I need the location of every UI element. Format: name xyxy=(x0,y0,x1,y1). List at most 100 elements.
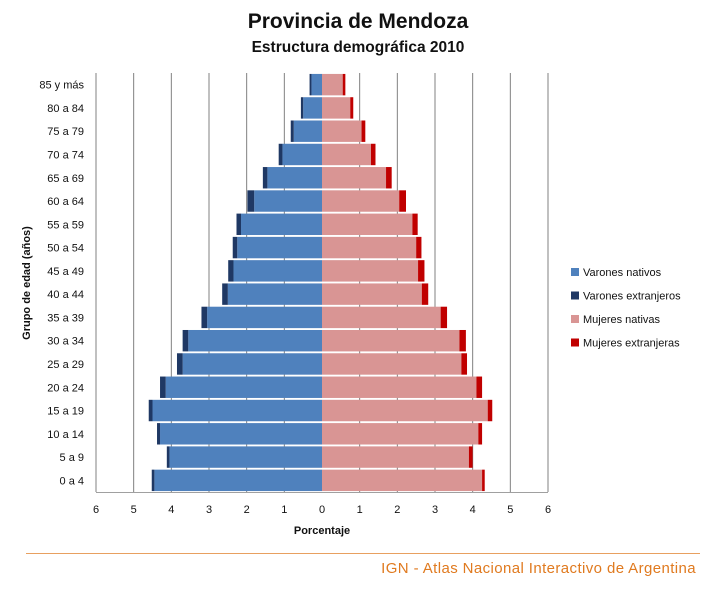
bar-female-native-16 xyxy=(322,97,351,119)
bar-female-native-14 xyxy=(322,143,371,166)
x-tick-label-7: 1 xyxy=(357,504,363,516)
bar-male-native-9 xyxy=(233,260,322,282)
gridlines xyxy=(95,73,549,493)
x-tick-label-11: 5 xyxy=(507,504,513,516)
y-tick-label-7: 35 a 39 xyxy=(47,312,84,324)
bar-male-native-17 xyxy=(311,73,322,96)
y-tick-label-2: 10 a 14 xyxy=(47,429,84,441)
bar-female-native-7 xyxy=(322,306,441,329)
bar-female-native-17 xyxy=(322,73,343,96)
bar-female-foreign-8 xyxy=(421,283,429,305)
legend-label-1: Varones extranjeros xyxy=(583,291,681,303)
bar-male-foreign-1 xyxy=(166,446,170,468)
bar-male-foreign-4 xyxy=(160,376,166,398)
bar-male-native-5 xyxy=(182,353,322,375)
bar-male-native-2 xyxy=(160,423,322,445)
chart-title: Provincia de Mendoza xyxy=(247,10,469,33)
bar-female-native-15 xyxy=(322,120,362,142)
bar-female-foreign-10 xyxy=(416,236,422,259)
bar-female-native-1 xyxy=(322,446,469,468)
bar-male-native-10 xyxy=(237,236,322,259)
bar-male-foreign-0 xyxy=(151,469,155,492)
bar-female-native-2 xyxy=(322,423,479,445)
y-tick-label-17: 85 y más xyxy=(39,80,84,92)
bar-male-native-11 xyxy=(241,213,322,236)
y-tick-label-16: 80 a 84 xyxy=(47,103,84,115)
x-tick-label-5: 1 xyxy=(281,504,287,516)
bar-female-foreign-3 xyxy=(487,399,493,422)
bar-male-native-3 xyxy=(152,399,322,422)
bar-male-native-4 xyxy=(165,376,322,398)
bar-female-foreign-0 xyxy=(482,469,485,492)
bar-female-foreign-5 xyxy=(461,353,468,375)
x-tick-label-3: 3 xyxy=(206,504,212,516)
bar-female-foreign-4 xyxy=(476,376,483,398)
x-tick-label-2: 4 xyxy=(168,504,174,516)
bar-male-native-1 xyxy=(169,446,322,468)
bar-female-foreign-7 xyxy=(440,306,448,329)
y-tick-label-6: 30 a 34 xyxy=(47,336,84,348)
x-tick-label-4: 2 xyxy=(244,504,250,516)
bar-female-native-5 xyxy=(322,353,462,375)
bar-female-native-10 xyxy=(322,236,417,259)
bar-female-foreign-14 xyxy=(370,143,376,166)
x-tick-label-8: 2 xyxy=(394,504,400,516)
legend: Varones nativos Varones extranjeros Mujere… xyxy=(571,267,681,350)
bar-male-foreign-2 xyxy=(157,423,161,445)
bar-female-native-8 xyxy=(322,283,422,305)
bar-female-native-0 xyxy=(322,469,483,492)
bar-male-foreign-11 xyxy=(236,213,242,236)
bar-male-native-7 xyxy=(207,306,322,329)
bar-female-native-4 xyxy=(322,376,477,398)
footer-divider xyxy=(26,553,700,554)
x-tick-label-12: 6 xyxy=(545,504,551,516)
chart-subtitle: Estructura demográfica 2010 xyxy=(251,39,465,56)
bar-male-native-16 xyxy=(303,97,322,119)
legend-swatch-2 xyxy=(571,315,579,323)
x-tick-labels: 6 5 4 3 2 1 0 1 2 3 4 5 6 xyxy=(93,504,551,516)
bar-female-foreign-17 xyxy=(342,73,346,96)
bar-male-native-15 xyxy=(293,120,322,142)
footer-credit: IGN - Atlas Nacional Interactivo de Arge… xyxy=(381,560,696,577)
bar-male-foreign-14 xyxy=(278,143,283,166)
bar-male-foreign-3 xyxy=(148,399,153,422)
bar-male-native-0 xyxy=(154,469,322,492)
x-axis-label: Porcentaje xyxy=(294,525,350,537)
bar-female-foreign-9 xyxy=(418,260,425,282)
y-tick-label-11: 55 a 59 xyxy=(47,219,84,231)
y-tick-label-12: 60 a 64 xyxy=(47,196,84,208)
bar-male-foreign-5 xyxy=(176,353,183,375)
bar-female-foreign-11 xyxy=(412,213,418,236)
y-tick-label-1: 5 a 9 xyxy=(60,452,84,464)
y-tick-label-4: 20 a 24 xyxy=(47,382,84,394)
bar-female-foreign-16 xyxy=(350,97,354,119)
y-axis-label: Grupo de edad (años) xyxy=(21,226,33,340)
bar-male-foreign-13 xyxy=(262,167,268,189)
y-tick-label-15: 75 a 79 xyxy=(47,126,84,138)
legend-label-2: Mujeres nativas xyxy=(583,314,661,326)
x-tick-label-6: 0 xyxy=(319,504,325,516)
bar-male-native-14 xyxy=(282,143,322,166)
y-tick-label-8: 40 a 44 xyxy=(47,289,84,301)
x-tick-label-0: 6 xyxy=(93,504,99,516)
y-tick-label-10: 50 a 54 xyxy=(47,243,84,255)
y-tick-label-5: 25 a 29 xyxy=(47,359,84,371)
legend-swatch-0 xyxy=(571,268,579,276)
bar-male-native-6 xyxy=(188,329,322,352)
bar-female-foreign-13 xyxy=(386,167,392,189)
bar-female-native-11 xyxy=(322,213,413,236)
x-tick-label-1: 5 xyxy=(131,504,137,516)
bar-female-foreign-12 xyxy=(399,190,406,212)
bar-male-foreign-6 xyxy=(182,329,189,352)
legend-label-0: Varones nativos xyxy=(583,267,662,279)
y-tick-label-3: 15 a 19 xyxy=(47,406,84,418)
bar-female-foreign-2 xyxy=(478,423,483,445)
y-tick-label-9: 45 a 49 xyxy=(47,266,84,278)
bar-male-foreign-9 xyxy=(228,260,234,282)
bar-female-foreign-15 xyxy=(361,120,366,142)
bar-male-foreign-12 xyxy=(247,190,255,212)
bar-female-foreign-1 xyxy=(468,446,473,468)
y-tick-label-13: 65 a 69 xyxy=(47,173,84,185)
x-tick-label-10: 4 xyxy=(470,504,476,516)
